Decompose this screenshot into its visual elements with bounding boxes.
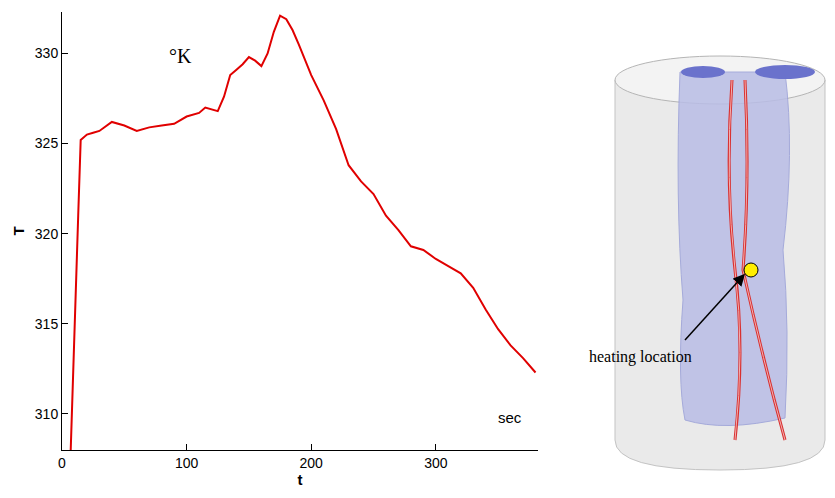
svg-text:330: 330 xyxy=(35,45,59,61)
svg-text:300: 300 xyxy=(424,455,448,471)
svg-text:sec: sec xyxy=(498,409,522,426)
svg-text:310: 310 xyxy=(35,406,59,422)
svg-text:315: 315 xyxy=(35,316,59,332)
svg-text:T: T xyxy=(10,226,27,235)
svg-text:100: 100 xyxy=(175,455,199,471)
svg-text:200: 200 xyxy=(300,455,324,471)
svg-text:320: 320 xyxy=(35,226,59,242)
svg-text:325: 325 xyxy=(35,135,59,151)
svg-text:0: 0 xyxy=(58,455,66,471)
svg-text:t: t xyxy=(298,471,303,488)
svg-text:°K: °K xyxy=(169,45,192,67)
svg-text:heating location: heating location xyxy=(589,348,692,366)
